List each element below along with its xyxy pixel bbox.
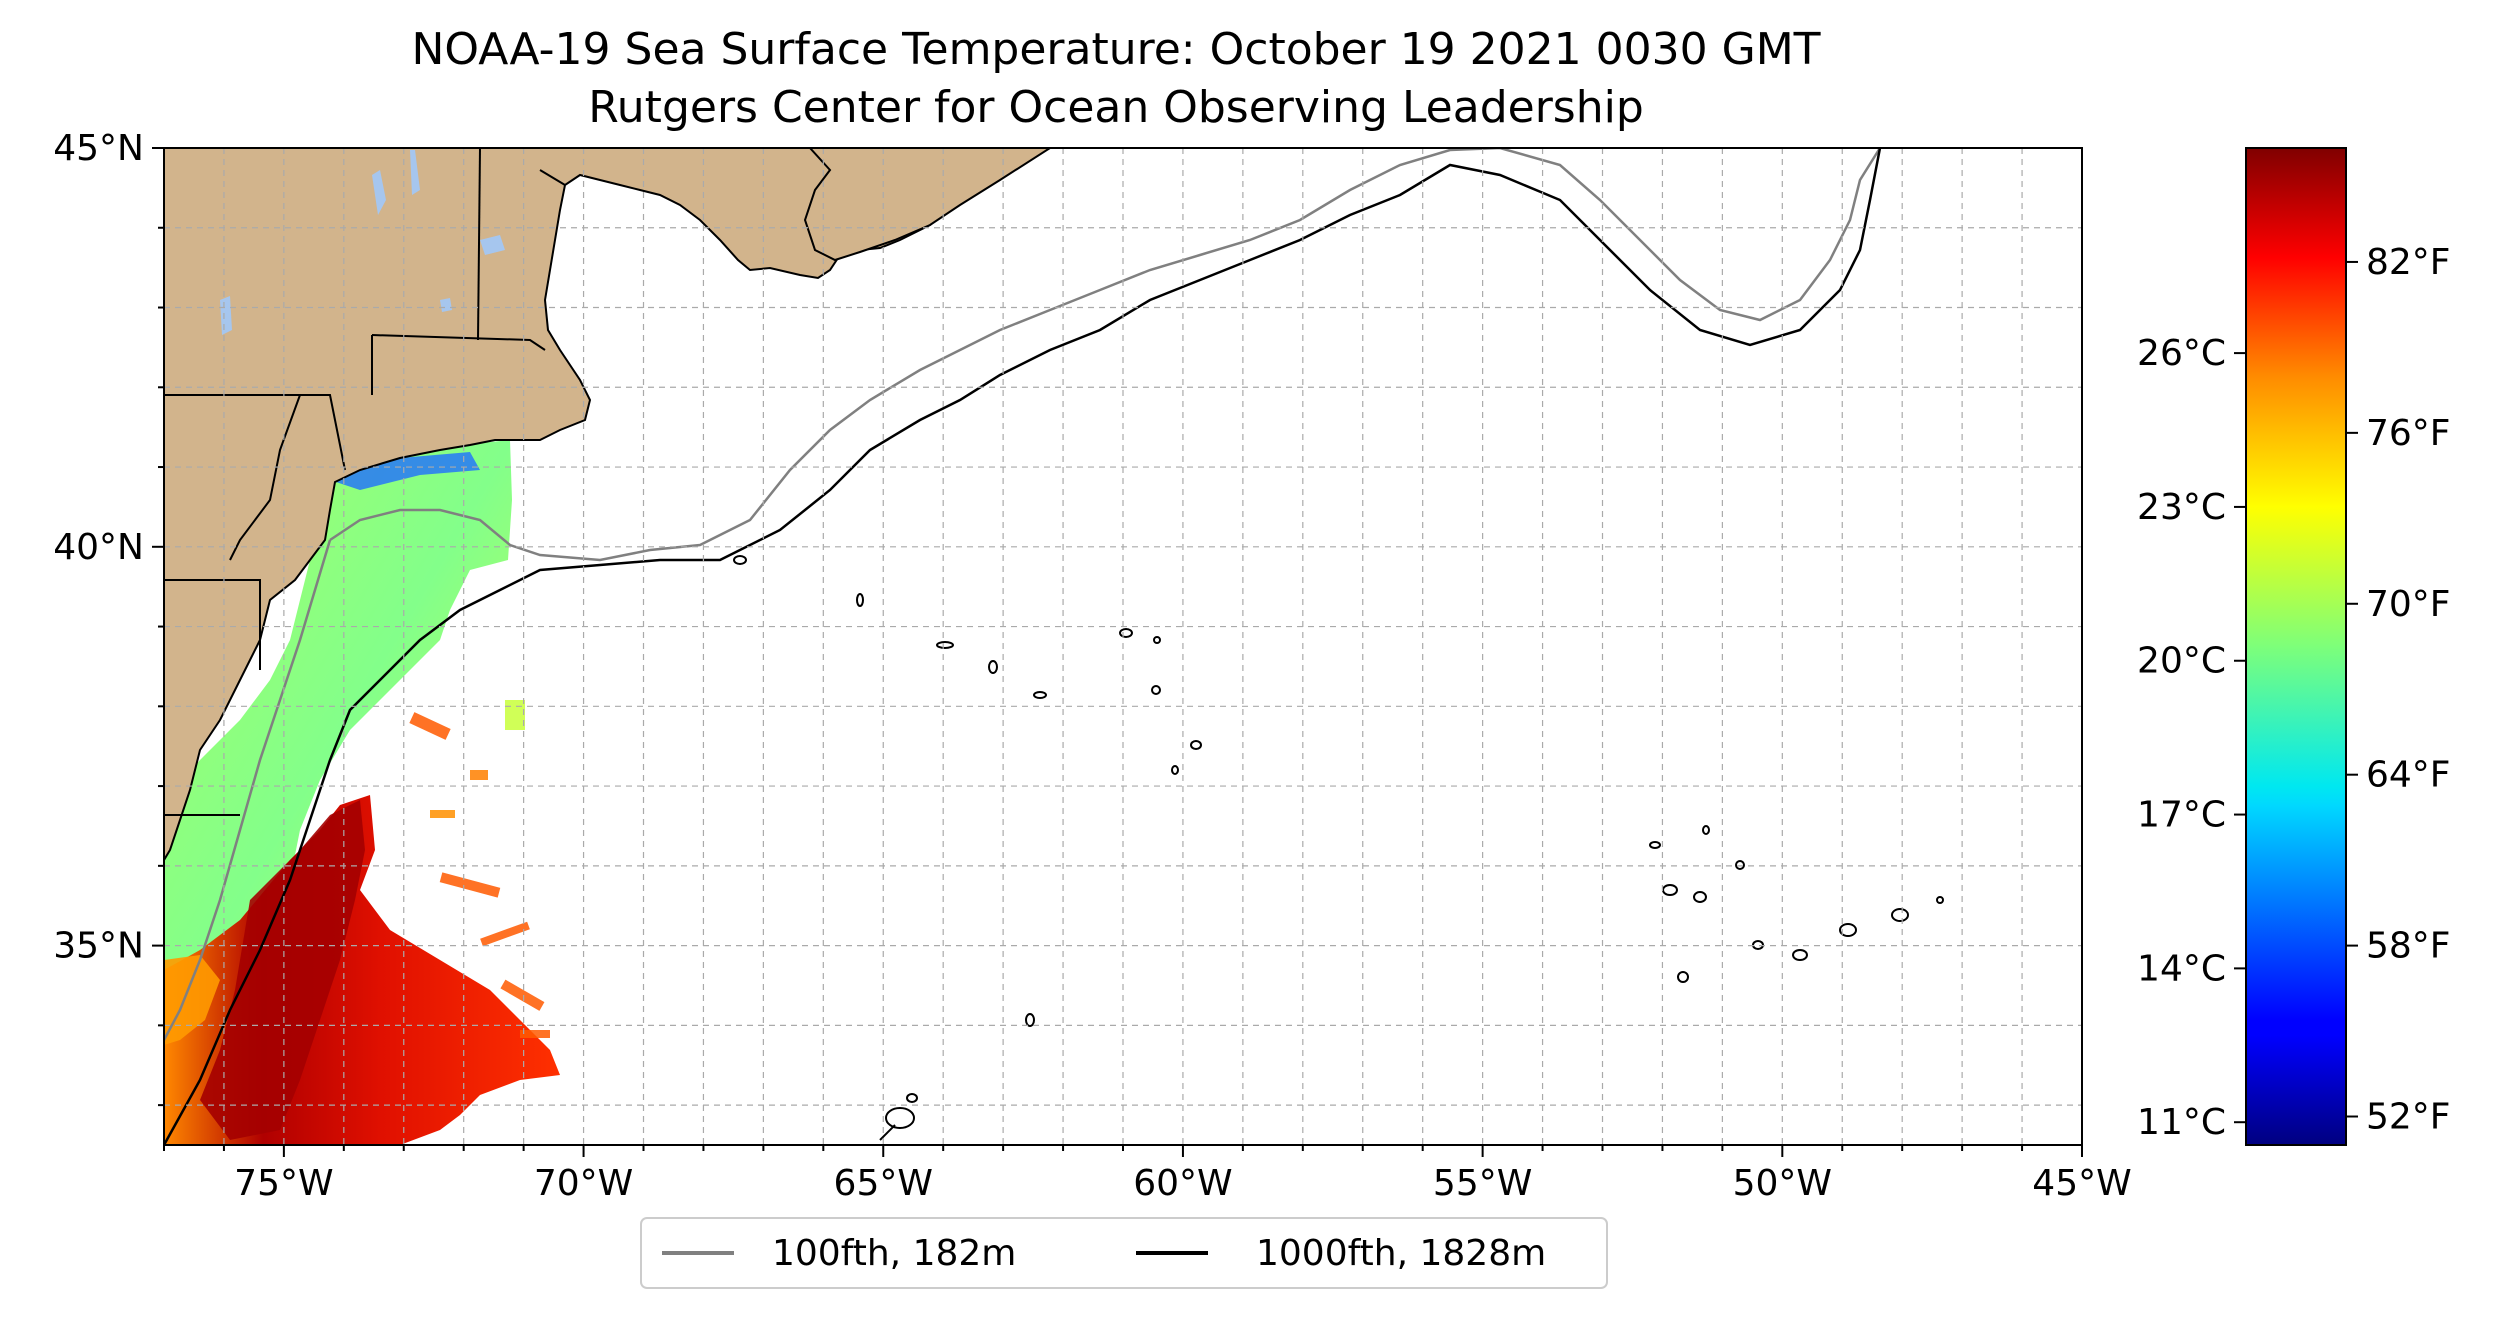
colorbar-c-tick-label: 11°C — [2137, 1102, 2226, 1143]
lon-tick-label: 70°W — [534, 1163, 633, 1204]
lat-tick-label: 45°N — [53, 128, 144, 169]
colorbar-gradient — [2245, 147, 2347, 1146]
colorbar-c-tick-label: 14°C — [2137, 948, 2226, 989]
colorbar-c-tick-label: 17°C — [2137, 795, 2226, 836]
lon-tick-label: 55°W — [1433, 1163, 1532, 1204]
lat-tick-label: 40°N — [53, 527, 144, 568]
lon-tick-label: 60°W — [1133, 1163, 1232, 1204]
map-title-line2: Rutgers Center for Ocean Observing Leade… — [588, 82, 1644, 133]
lon-tick-label: 50°W — [1733, 1163, 1832, 1204]
temperature-colorbar: 52°F 58°F 64°F 70°F 76°F 82°F 11°C 14°C 17°C 20°C… — [2137, 147, 2451, 1146]
colorbar-f-tick-label: 76°F — [2366, 413, 2451, 454]
map-gridlines — [164, 148, 2082, 1145]
map-axis-ticks: 75°W 70°W 65°W 60°W 55°W 50°W 45°W 35°N 40°N 45°N — [53, 128, 2131, 1204]
colorbar-c-tick-label: 26°C — [2137, 333, 2226, 374]
colorbar-f-tick-label: 58°F — [2366, 926, 2451, 967]
map-title-line1: NOAA-19 Sea Surface Temperature: October… — [411, 24, 1820, 75]
colorbar-c-tick-label: 23°C — [2137, 487, 2226, 528]
lat-tick-label: 35°N — [53, 926, 144, 967]
lon-tick-label: 75°W — [234, 1163, 333, 1204]
colorbar-f-tick-label: 70°F — [2366, 584, 2451, 625]
legend-label-1000fth: 1000fth, 1828m — [1256, 1233, 1546, 1274]
seamounts — [733, 555, 1944, 1141]
sst-data-layer — [164, 210, 560, 1145]
isobath-100fth — [164, 148, 1882, 1041]
lakes-layer — [220, 150, 505, 335]
legend-label-100fth: 100fth, 182m — [772, 1233, 1016, 1274]
colorbar-c-tick-label: 20°C — [2137, 641, 2226, 682]
state-borders — [164, 148, 566, 816]
sst-shelf-edge-blue — [330, 452, 480, 490]
sst-scattered-patches — [409, 700, 550, 1038]
sst-gulfstream-core — [200, 800, 365, 1140]
map-area — [164, 148, 2082, 1145]
colorbar-f-tick-label: 82°F — [2366, 242, 2451, 283]
lon-tick-label: 45°W — [2032, 1163, 2131, 1204]
colorbar-f-tick-label: 64°F — [2366, 755, 2451, 796]
colorbar-f-tick-label: 52°F — [2366, 1097, 2451, 1138]
sst-coastal-orange — [164, 955, 220, 1045]
legend-box — [640, 1217, 1608, 1289]
colorbar-ticks: 52°F 58°F 64°F 70°F 76°F 82°F 11°C 14°C 17°C 20°C… — [2137, 242, 2450, 1143]
sst-shelf-swath — [164, 440, 512, 1030]
nova-scotia-land — [803, 148, 1052, 262]
lon-tick-label: 65°W — [834, 1163, 933, 1204]
isobath-legend: 100fth, 182m 1000fth, 1828m — [640, 1217, 1608, 1289]
